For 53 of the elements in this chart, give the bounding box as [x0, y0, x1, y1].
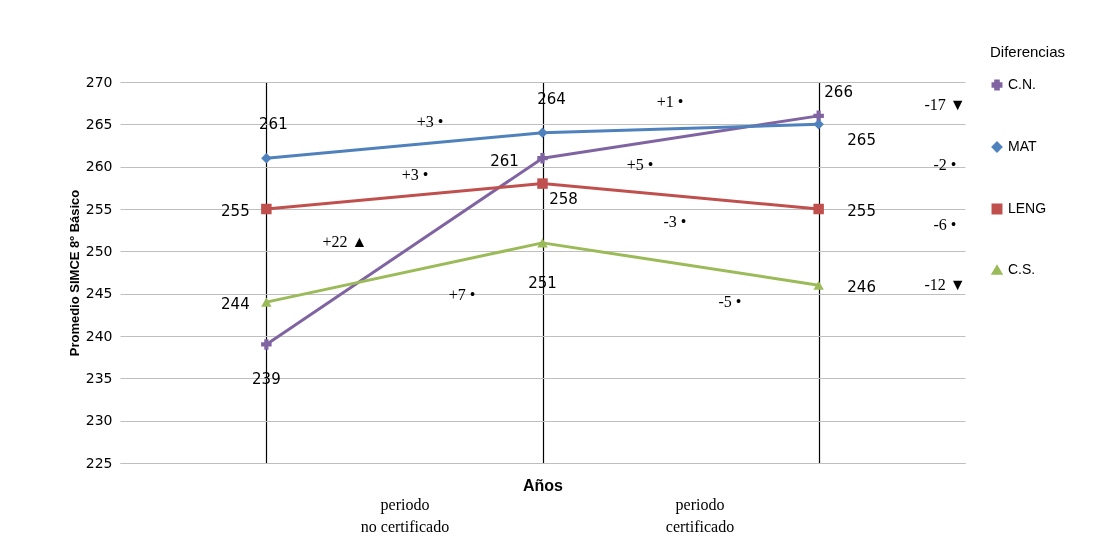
point: [261, 203, 272, 215]
y-tick-label: 270: [85, 73, 113, 90]
point: [537, 238, 548, 248]
data-label: 265: [847, 131, 876, 150]
point: [813, 119, 824, 130]
data-label: 255: [847, 202, 876, 220]
text: periodo certificado: [665, 496, 735, 535]
text: periodo no certificado: [360, 496, 450, 535]
y-tick-label: 255: [85, 200, 113, 217]
point: [813, 280, 824, 290]
point: [261, 339, 272, 350]
annotation: +3 •: [401, 166, 429, 183]
y-tick-label: 235: [85, 369, 113, 386]
point: [261, 152, 272, 164]
y-tick-label: 265: [85, 115, 113, 132]
legend-label: LENG: [1008, 200, 1047, 216]
annotation: -12 ▼: [924, 276, 966, 293]
data-label: 266: [824, 82, 853, 101]
point: [813, 110, 824, 122]
annotation: +22 ▲: [322, 233, 368, 250]
legend-label: C.N.: [1008, 76, 1036, 92]
y-tick-label: 260: [85, 158, 113, 175]
point: [537, 127, 548, 139]
data-label: 255: [221, 202, 250, 220]
data-label: 258: [549, 189, 578, 208]
data-label: 239: [252, 370, 281, 389]
annotation: -3 •: [663, 213, 687, 230]
legend-label: C.S.: [1008, 261, 1036, 277]
data-label: 261: [490, 152, 519, 171]
annotation: -2 •: [933, 156, 957, 173]
y-tick-label: 225: [85, 454, 113, 471]
point: [813, 203, 824, 215]
point: [537, 152, 548, 164]
point: [261, 297, 272, 307]
y-tick-label: 245: [85, 285, 113, 302]
point: [537, 178, 548, 189]
annotation: +5 •: [626, 156, 654, 173]
data-label: 261: [259, 115, 288, 134]
annotation: +3 •: [416, 113, 444, 130]
y-axis-title: Promedio SIMCE 8º Básico: [66, 189, 82, 357]
annotation: -6 •: [933, 216, 957, 233]
annotation: -5 •: [718, 293, 742, 310]
x-axis-title: Años: [523, 476, 564, 494]
data-label: 244: [221, 295, 250, 314]
y-tick-label: 240: [85, 327, 113, 344]
legend-title: Diferencias: [990, 43, 1066, 60]
y-tick-label: 230: [85, 412, 113, 429]
annotation: +1 •: [656, 93, 684, 110]
annotation: +7 •: [448, 286, 476, 303]
data-label: 246: [847, 278, 876, 297]
y-tick-label: 250: [85, 242, 113, 259]
legend-label: MAT: [1008, 138, 1037, 154]
annotation: -17 ▼: [924, 96, 966, 113]
